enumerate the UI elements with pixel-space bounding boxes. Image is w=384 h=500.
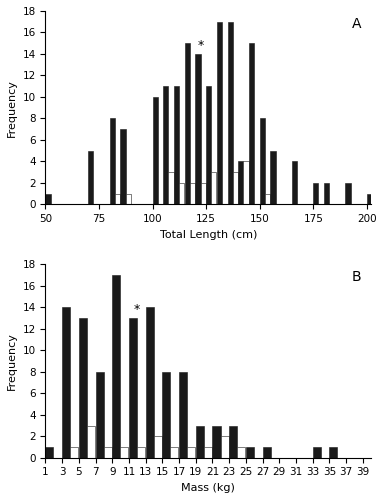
Bar [270, 150, 276, 204]
Bar [229, 426, 237, 458]
Bar [115, 194, 120, 204]
Bar [110, 118, 115, 204]
Bar [179, 372, 187, 458]
Bar [121, 129, 126, 204]
Bar [237, 447, 245, 458]
Bar [246, 447, 254, 458]
Bar [220, 436, 228, 458]
Text: B: B [352, 270, 361, 284]
Bar [329, 447, 338, 458]
Bar [249, 43, 254, 204]
Bar [174, 86, 179, 204]
Bar [169, 172, 174, 204]
Bar [120, 447, 128, 458]
Bar [187, 447, 195, 458]
Bar [212, 426, 220, 458]
Bar [228, 22, 233, 204]
Bar [170, 447, 179, 458]
Text: *: * [197, 39, 204, 52]
Bar [346, 183, 351, 204]
Bar [179, 183, 184, 204]
Bar [104, 447, 112, 458]
Bar [154, 436, 162, 458]
Bar [112, 275, 120, 458]
Bar [292, 162, 297, 204]
Bar [243, 162, 248, 204]
X-axis label: Total Length (cm): Total Length (cm) [160, 230, 257, 239]
Bar [185, 43, 190, 204]
Bar [206, 86, 211, 204]
Bar [324, 183, 329, 204]
Bar [190, 183, 195, 204]
Bar [233, 172, 238, 204]
Bar [88, 150, 93, 204]
Text: A: A [352, 16, 361, 30]
Bar [200, 183, 206, 204]
X-axis label: Mass (kg): Mass (kg) [181, 483, 235, 493]
Bar [260, 118, 265, 204]
Bar [265, 194, 270, 204]
Bar [126, 194, 131, 204]
Bar [195, 54, 200, 204]
Bar [45, 447, 53, 458]
Bar [96, 372, 104, 458]
Bar [162, 372, 170, 458]
Bar [313, 183, 318, 204]
Bar [367, 194, 372, 204]
Bar [146, 308, 154, 458]
Bar [62, 308, 70, 458]
Y-axis label: Frequency: Frequency [7, 332, 17, 390]
Bar [163, 86, 169, 204]
Bar [45, 194, 51, 204]
Bar [87, 426, 95, 458]
Bar [129, 318, 137, 458]
Bar [313, 447, 321, 458]
Bar [217, 22, 222, 204]
Bar [70, 447, 78, 458]
Bar [238, 162, 243, 204]
Y-axis label: Frequency: Frequency [7, 78, 17, 136]
Bar [196, 426, 204, 458]
Text: *: * [134, 303, 140, 316]
Bar [263, 447, 271, 458]
Bar [152, 97, 158, 204]
Bar [79, 318, 87, 458]
Bar [204, 447, 212, 458]
Bar [137, 447, 145, 458]
Bar [211, 172, 217, 204]
